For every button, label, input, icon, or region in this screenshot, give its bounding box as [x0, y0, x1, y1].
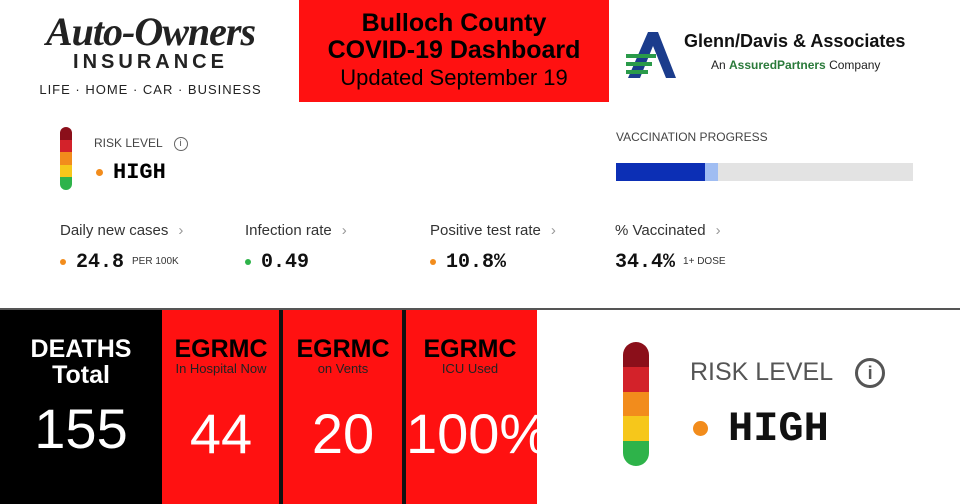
metric: Positive test rate › 10.8% — [430, 222, 556, 274]
metric-unit: PER 100K — [132, 256, 179, 268]
sponsor-sub: INSURANCE — [73, 51, 228, 73]
tile-subtitle: ICU Used — [441, 361, 499, 376]
sponsor-logo: Auto-Owners INSURANCE LIFE · HOME · CAR … — [18, 8, 283, 97]
agency-mark — [626, 32, 676, 78]
risk-label: RISK LEVEL i — [94, 136, 188, 151]
agency-sub-pre: An — [711, 58, 730, 72]
sponsor-tagline: LIFE · HOME · CAR · BUSINESS — [39, 82, 262, 97]
tile-title: EGRMC — [423, 335, 517, 363]
metric-label: Infection rate › — [245, 222, 347, 239]
sponsor-name: Auto-Owners — [45, 9, 256, 54]
agency-sub: An AssuredPartners Company — [711, 58, 880, 72]
metric-label: Positive test rate › — [430, 222, 556, 239]
risk-large-level: HIGH — [693, 405, 829, 453]
title-box: Bulloch County COVID-19 Dashboard Update… — [299, 0, 609, 102]
metric-unit: 1+ DOSE — [683, 256, 726, 268]
metric: Infection rate › 0.49 — [245, 222, 347, 274]
agency-name: Glenn/Davis & Associates — [684, 31, 906, 51]
tile-title: DEATHS — [30, 335, 132, 363]
tile-icu: EGRMC ICU Used 100% — [406, 310, 550, 504]
metric-label-text: Infection rate — [245, 222, 332, 239]
tile-separator — [402, 310, 406, 504]
tile-vents: EGRMC on Vents 20 — [284, 310, 402, 504]
tile-hospital: EGRMC In Hospital Now 44 — [162, 310, 280, 504]
metric: Daily new cases › 24.8 PER 100K — [60, 222, 183, 274]
risk-large-label: RISK LEVEL i — [690, 358, 886, 389]
tile-value: 155 — [34, 397, 128, 460]
tile-title: EGRMC — [296, 335, 390, 363]
metric-label-text: Positive test rate — [430, 222, 541, 239]
chevron: › — [341, 222, 347, 239]
tile-subtitle: on Vents — [317, 361, 369, 376]
metric-value: 0.49 — [245, 251, 347, 274]
metric: % Vaccinated › 34.4% 1+ DOSE — [615, 222, 726, 274]
risk-meter — [60, 127, 72, 190]
tile-value: 100% — [406, 402, 550, 465]
title-line1: Bulloch County — [361, 9, 547, 37]
metric-value-text: 34.4% — [615, 251, 676, 274]
title-updated: Updated September 19 — [340, 65, 568, 90]
metric-value-text: 24.8 — [76, 251, 125, 274]
tile-subtitle: Total — [52, 361, 110, 389]
tile-subtitle: In Hospital Now — [175, 361, 267, 376]
risk-label-text: RISK LEVEL — [94, 136, 163, 150]
risk-meter-large — [623, 342, 649, 466]
risk-level-text: HIGH — [113, 160, 166, 185]
metric-dot — [245, 258, 251, 265]
vax-bar — [616, 163, 913, 181]
chevron: › — [178, 222, 184, 239]
metric-value: 10.8% — [430, 251, 556, 274]
agency-sub-post: Company — [825, 58, 881, 72]
metric-label-text: Daily new cases — [60, 222, 169, 239]
metric-label: Daily new cases › — [60, 222, 183, 239]
risk-level: HIGH — [96, 160, 166, 185]
metric-value: 34.4% 1+ DOSE — [615, 251, 726, 274]
tile-value: 44 — [189, 402, 253, 465]
tile-value: 20 — [311, 402, 375, 465]
tile-separator — [279, 310, 283, 504]
metric-dot — [430, 258, 436, 265]
metric-dot — [60, 258, 66, 265]
vax-bar-full — [616, 163, 705, 181]
risk-large-level-text: HIGH — [728, 405, 829, 453]
metric-value-text: 10.8% — [446, 251, 507, 274]
tiles-red — [162, 310, 537, 504]
chevron: › — [715, 222, 721, 239]
tile-title: EGRMC — [174, 335, 268, 363]
metric-value: 24.8 PER 100K — [60, 251, 183, 274]
agency-brand: AssuredPartners — [729, 58, 826, 72]
chevron: › — [550, 222, 556, 239]
metric-label: % Vaccinated › — [615, 222, 726, 239]
vax-label: VACCINATION PROGRESS — [616, 130, 768, 144]
divider — [0, 308, 960, 310]
tile-deaths: DEATHS Total 155 — [0, 310, 162, 504]
risk-large-label-text: RISK LEVEL — [690, 358, 834, 386]
title-line2: COVID-19 Dashboard — [327, 36, 581, 64]
metric-value-text: 0.49 — [261, 251, 310, 274]
metric-label-text: % Vaccinated — [615, 222, 706, 239]
